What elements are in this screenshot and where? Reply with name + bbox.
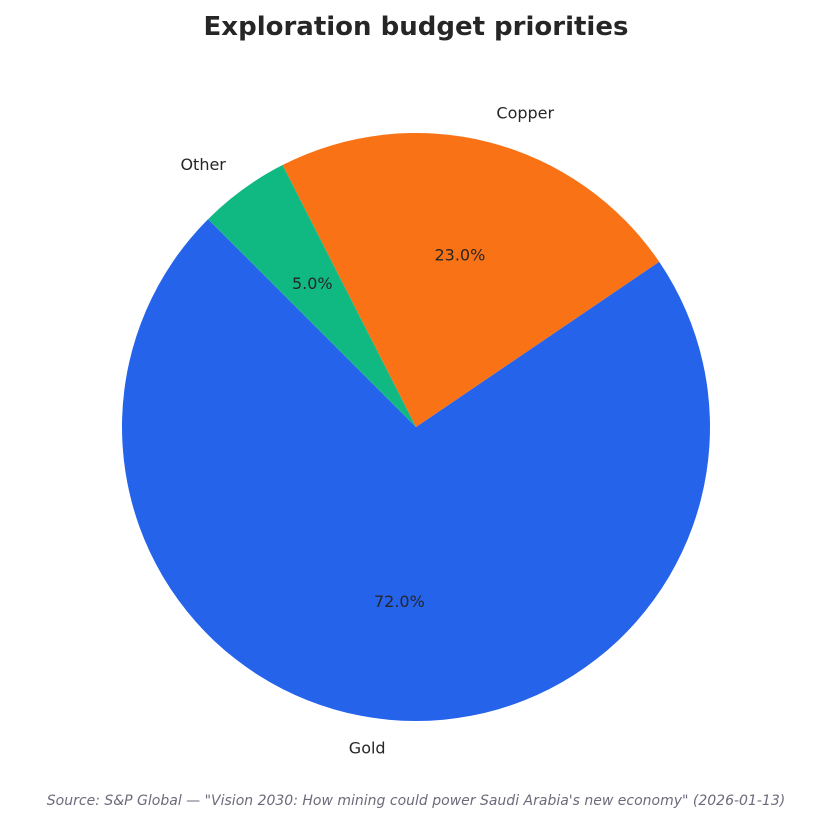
chart-title: Exploration budget priorities: [204, 12, 629, 42]
pie-labels: Gold 72.0% Copper 23.0% Other 5.0%: [180, 103, 554, 757]
percent-label-gold: 72.0%: [374, 592, 425, 611]
percent-label-copper: 23.0%: [434, 246, 485, 265]
category-label-gold: Gold: [349, 739, 386, 758]
category-label-other: Other: [180, 155, 226, 174]
pie-slice-gold: [121, 219, 710, 722]
pie-slices: [121, 132, 710, 722]
category-label-copper: Copper: [496, 103, 554, 122]
percent-label-other: 5.0%: [292, 274, 333, 293]
pie-slice-other: [208, 165, 416, 428]
source-note: Source: S&P Global — "Vision 2030: How m…: [47, 793, 785, 809]
pie-slice-copper: [282, 132, 660, 427]
